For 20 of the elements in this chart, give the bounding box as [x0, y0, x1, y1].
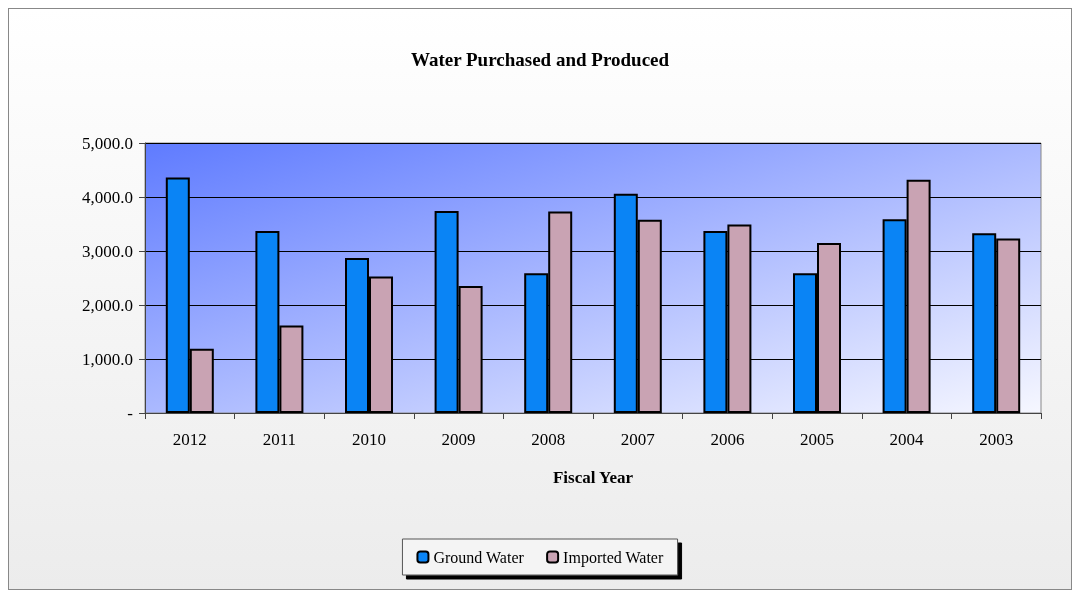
- x-tick-label: 2012: [172, 430, 207, 449]
- y-tick-label: 4,000.0: [82, 187, 133, 207]
- y-tick-label: 1,000.0: [82, 349, 133, 369]
- y-tick-label: 3,000.0: [82, 241, 133, 261]
- x-tick-label: 2011: [262, 430, 297, 449]
- x-tick-label: 2003: [979, 430, 1014, 449]
- y-tick-label: 2,000.0: [82, 295, 133, 315]
- legend-label: Ground Water: [433, 548, 525, 566]
- y-tick-label: -: [127, 403, 134, 423]
- chart-title: Water Purchased and Produced: [410, 49, 670, 70]
- x-tick-label: 2009: [441, 430, 476, 449]
- x-tick-label: 2006: [710, 430, 745, 449]
- x-tick-label: 2007: [620, 430, 656, 449]
- legend-label: Imported Water: [563, 548, 664, 567]
- x-axis-title: Fiscal Year: [552, 468, 634, 487]
- x-tick-label: 2005: [800, 430, 834, 449]
- x-tick-label: 2004: [889, 430, 925, 449]
- y-tick-label: 5,000.0: [82, 133, 133, 153]
- x-tick-label: 2008: [531, 430, 566, 449]
- x-tick-label: 2010: [352, 430, 386, 449]
